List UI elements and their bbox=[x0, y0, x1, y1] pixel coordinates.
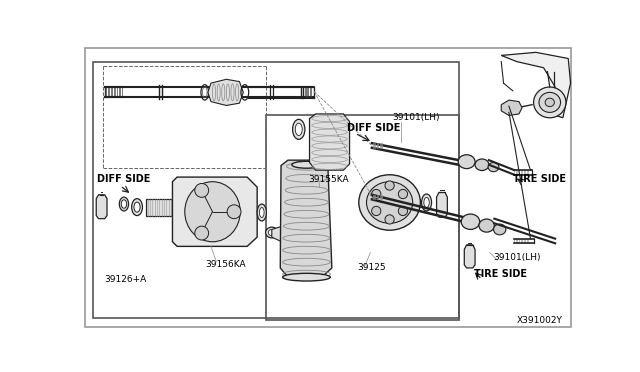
Polygon shape bbox=[280, 160, 332, 277]
Ellipse shape bbox=[385, 181, 394, 190]
Ellipse shape bbox=[372, 189, 381, 199]
Text: X391002Y: X391002Y bbox=[516, 316, 563, 325]
Polygon shape bbox=[208, 79, 243, 106]
Ellipse shape bbox=[292, 161, 321, 168]
Ellipse shape bbox=[259, 208, 264, 218]
Text: TIRE SIDE: TIRE SIDE bbox=[474, 269, 527, 279]
Text: 39155KA: 39155KA bbox=[308, 175, 349, 184]
Text: 39126+A: 39126+A bbox=[105, 275, 147, 284]
Ellipse shape bbox=[195, 183, 209, 197]
Text: 39125: 39125 bbox=[357, 263, 386, 272]
Bar bbox=[266, 115, 459, 320]
Polygon shape bbox=[501, 100, 522, 115]
Ellipse shape bbox=[385, 215, 394, 224]
Ellipse shape bbox=[121, 200, 127, 208]
Ellipse shape bbox=[257, 204, 266, 221]
Ellipse shape bbox=[458, 155, 475, 169]
Ellipse shape bbox=[424, 198, 429, 208]
Ellipse shape bbox=[539, 92, 561, 112]
Ellipse shape bbox=[493, 224, 506, 235]
Polygon shape bbox=[501, 52, 570, 118]
Ellipse shape bbox=[134, 202, 140, 212]
Text: 39101(LH): 39101(LH) bbox=[493, 253, 541, 262]
Ellipse shape bbox=[398, 189, 408, 199]
Ellipse shape bbox=[398, 206, 408, 216]
Ellipse shape bbox=[185, 182, 240, 242]
Polygon shape bbox=[272, 226, 297, 242]
Ellipse shape bbox=[227, 205, 241, 219]
Ellipse shape bbox=[534, 87, 566, 118]
Ellipse shape bbox=[372, 206, 381, 216]
Ellipse shape bbox=[119, 197, 129, 211]
Polygon shape bbox=[310, 114, 349, 170]
Text: DIFF SIDE: DIFF SIDE bbox=[348, 123, 401, 133]
Ellipse shape bbox=[422, 194, 431, 211]
Polygon shape bbox=[96, 195, 107, 219]
Polygon shape bbox=[147, 199, 172, 216]
Ellipse shape bbox=[475, 159, 489, 170]
Polygon shape bbox=[464, 245, 475, 268]
Ellipse shape bbox=[359, 175, 420, 230]
Ellipse shape bbox=[292, 119, 305, 140]
Polygon shape bbox=[436, 192, 447, 217]
Ellipse shape bbox=[545, 98, 554, 107]
Ellipse shape bbox=[479, 219, 494, 232]
Text: 39101(LH): 39101(LH) bbox=[393, 113, 440, 122]
Ellipse shape bbox=[461, 214, 480, 230]
Ellipse shape bbox=[266, 227, 278, 238]
Ellipse shape bbox=[195, 226, 209, 240]
Ellipse shape bbox=[367, 182, 413, 223]
Text: 39156KA: 39156KA bbox=[205, 260, 245, 269]
Ellipse shape bbox=[283, 273, 330, 281]
Ellipse shape bbox=[268, 230, 275, 235]
Text: TIRE SIDE: TIRE SIDE bbox=[513, 174, 566, 185]
Ellipse shape bbox=[132, 199, 143, 216]
Polygon shape bbox=[172, 177, 257, 246]
Text: DIFF SIDE: DIFF SIDE bbox=[97, 174, 150, 185]
Bar bbox=[93, 62, 459, 318]
Ellipse shape bbox=[295, 123, 302, 135]
Ellipse shape bbox=[488, 163, 499, 172]
